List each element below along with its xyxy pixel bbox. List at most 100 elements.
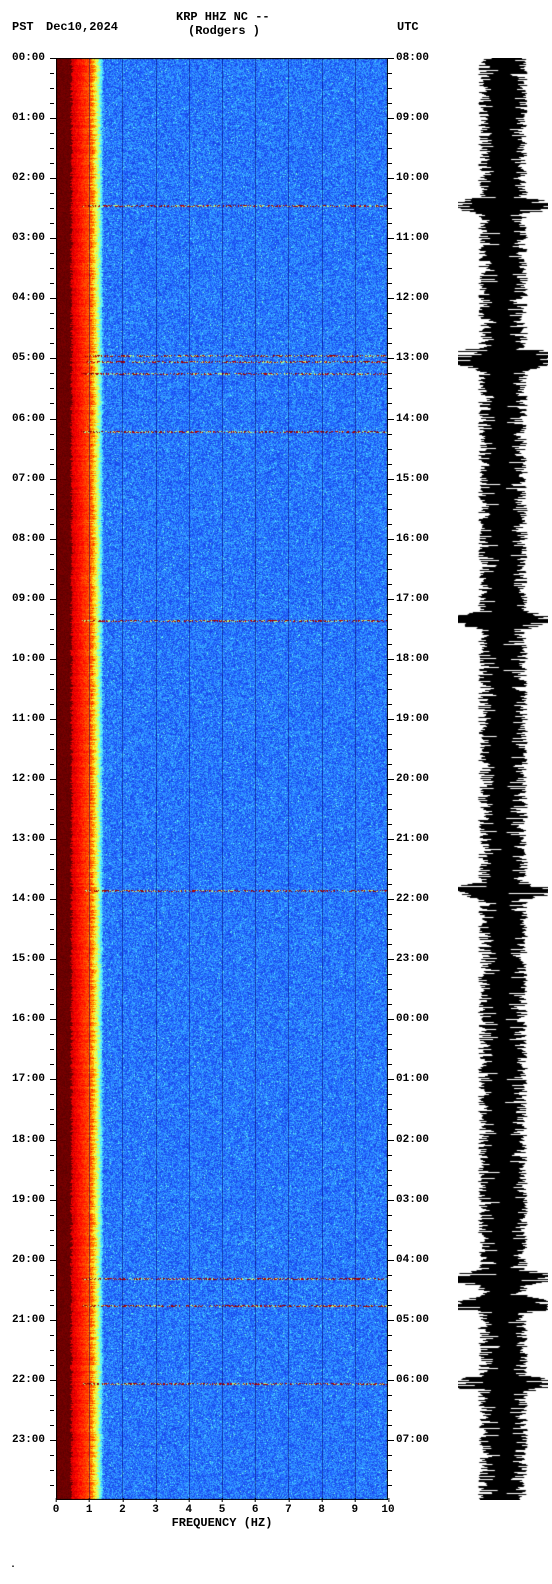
ytick-left-minor	[50, 343, 54, 344]
ytick-right-label: 18:00	[396, 653, 429, 665]
ytick-left-minor	[50, 1350, 54, 1351]
ytick-left-minor	[50, 614, 54, 615]
xtick: 6	[252, 1504, 259, 1516]
xtick-label: 1	[86, 1504, 93, 1516]
xtick-label: 5	[219, 1504, 226, 1516]
ytick-right-label: 04:00	[396, 1254, 429, 1266]
ytick-right-minor	[388, 1170, 392, 1171]
ytick-left-minor	[50, 193, 54, 194]
ytick-right-minor	[388, 434, 392, 435]
ytick-right-minor	[388, 268, 392, 269]
xtick-label: 10	[381, 1504, 394, 1516]
xtick: 8	[318, 1504, 325, 1516]
ytick-left-minor	[50, 1230, 54, 1231]
ytick-right-minor	[388, 1230, 392, 1231]
ytick-left: 15:00	[12, 953, 45, 965]
header-station-line2: (Rodgers )	[188, 24, 260, 38]
ytick-left-label: 21:00	[12, 1314, 45, 1326]
ytick-right-minor	[388, 1215, 392, 1216]
ytick-right-minor	[388, 1290, 392, 1291]
ytick-right-minor	[388, 133, 392, 134]
ytick-right-minor	[388, 1275, 392, 1276]
gridline-vertical	[156, 58, 157, 1500]
ytick-left: 20:00	[12, 1254, 45, 1266]
ytick-right: 22:00	[396, 893, 429, 905]
ytick-left-minor	[50, 494, 54, 495]
ytick-right-minor	[388, 764, 392, 765]
xtick-label: 7	[285, 1504, 292, 1516]
ytick-right-minor	[388, 749, 392, 750]
ytick-right-label: 08:00	[396, 52, 429, 64]
ytick-left: 05:00	[12, 352, 45, 364]
ytick-left-label: 09:00	[12, 593, 45, 605]
ytick-right: 12:00	[396, 292, 429, 304]
ytick-right: 04:00	[396, 1254, 429, 1266]
ytick-right-minor	[388, 449, 392, 450]
xtick-label: 8	[318, 1504, 325, 1516]
ytick-right-minor	[388, 1245, 392, 1246]
xtick-label: 9	[351, 1504, 358, 1516]
ytick-right-minor	[388, 313, 392, 314]
ytick-left-minor	[50, 734, 54, 735]
ytick-right-minor	[388, 1155, 392, 1156]
ytick-left-label: 16:00	[12, 1013, 45, 1025]
ytick-left-minor	[50, 1185, 54, 1186]
ytick-right: 17:00	[396, 593, 429, 605]
ytick-right-label: 12:00	[396, 292, 429, 304]
ytick-right-minor	[388, 734, 392, 735]
ytick-left-label: 07:00	[12, 473, 45, 485]
ytick-left-minor	[50, 1470, 54, 1471]
ytick-right-minor	[388, 629, 392, 630]
ytick-left-label: 11:00	[12, 713, 45, 725]
ytick-right: 18:00	[396, 653, 429, 665]
ytick-right-minor	[388, 989, 392, 990]
ytick-right-minor	[388, 884, 392, 885]
ytick-left: 08:00	[12, 533, 45, 545]
ytick-left-minor	[50, 133, 54, 134]
ytick-left-minor	[50, 73, 54, 74]
xtick-label: 2	[119, 1504, 126, 1516]
ytick-left-minor	[50, 1365, 54, 1366]
ytick-right-minor	[388, 103, 392, 104]
ytick-left: 18:00	[12, 1134, 45, 1146]
header-station-line1: KRP HHZ NC --	[176, 10, 270, 24]
ytick-right-minor	[388, 373, 392, 374]
ytick-left: 00:00	[12, 52, 45, 64]
ytick-right-minor	[388, 929, 392, 930]
ytick-left-minor	[50, 283, 54, 284]
ytick-right-minor	[388, 914, 392, 915]
ytick-right-minor	[388, 494, 392, 495]
ytick-right-label: 00:00	[396, 1013, 429, 1025]
ytick-left-minor	[50, 584, 54, 585]
ytick-right-label: 06:00	[396, 1374, 429, 1386]
ytick-left-minor	[50, 1485, 54, 1486]
ytick-left: 04:00	[12, 292, 45, 304]
ytick-right-label: 15:00	[396, 473, 429, 485]
gridline-vertical	[355, 58, 356, 1500]
ytick-left-label: 01:00	[12, 112, 45, 124]
ytick-right-label: 17:00	[396, 593, 429, 605]
ytick-right-minor	[388, 73, 392, 74]
xtick: 3	[152, 1504, 159, 1516]
ytick-left-minor	[50, 704, 54, 705]
ytick-right-minor	[388, 148, 392, 149]
ytick-left-minor	[50, 253, 54, 254]
ytick-right-minor	[388, 193, 392, 194]
ytick-right-minor	[388, 1049, 392, 1050]
ytick-right-minor	[388, 403, 392, 404]
ytick-right: 01:00	[396, 1073, 429, 1085]
ytick-right-label: 07:00	[396, 1434, 429, 1446]
gridline-vertical	[288, 58, 289, 1500]
seismogram-plot	[458, 58, 548, 1500]
ytick-right-minor	[388, 253, 392, 254]
ytick-left-minor	[50, 1335, 54, 1336]
ytick-left-label: 18:00	[12, 1134, 45, 1146]
ytick-left-minor	[50, 884, 54, 885]
ytick-left-minor	[50, 1215, 54, 1216]
ytick-right-minor	[388, 794, 392, 795]
ytick-left-minor	[50, 1064, 54, 1065]
ytick-left-minor	[50, 1290, 54, 1291]
gridline-vertical	[189, 58, 190, 1500]
ytick-left-label: 22:00	[12, 1374, 45, 1386]
ytick-left-minor	[50, 914, 54, 915]
